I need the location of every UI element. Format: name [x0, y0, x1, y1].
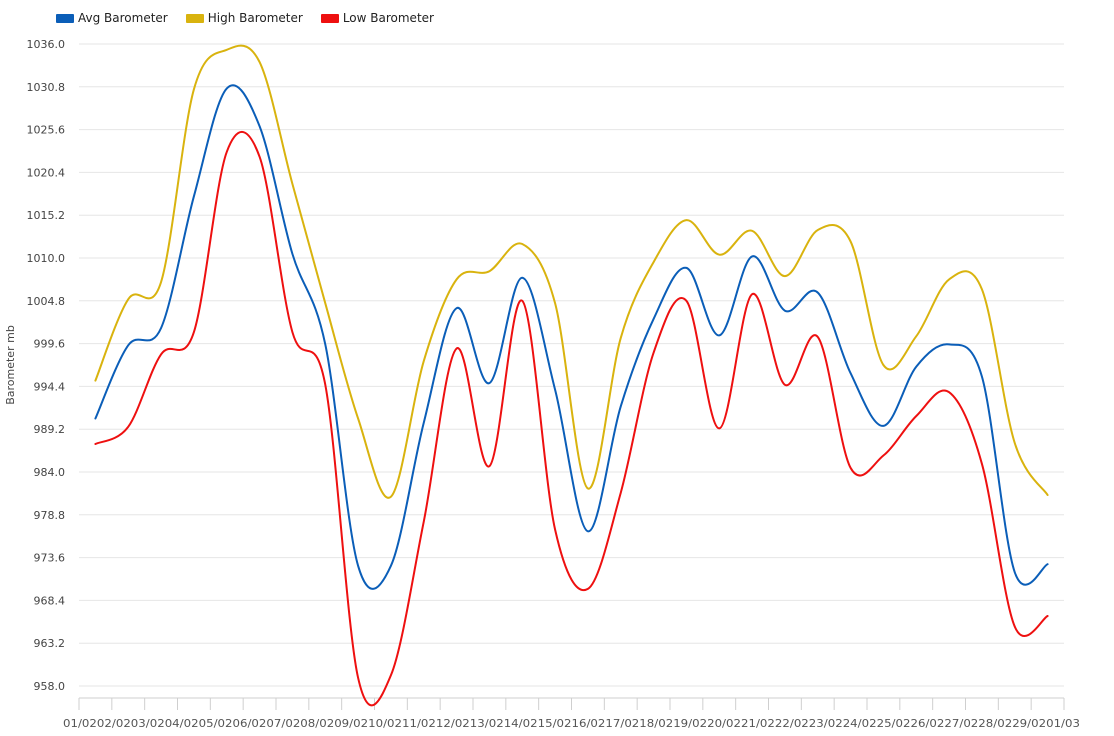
y-tick-label: 1025.6 [27, 124, 66, 137]
legend-item-high[interactable]: High Barometer [185, 11, 303, 25]
y-tick-label: 1030.8 [27, 81, 66, 94]
legend-label-low: Low Barometer [342, 11, 434, 25]
y-tick-label: 968.4 [34, 594, 66, 607]
gridlines [79, 43, 1064, 687]
legend-swatch-high [185, 13, 204, 23]
y-tick-label: 973.6 [34, 552, 66, 565]
y-tick-label: 963.2 [34, 637, 66, 650]
series-line-avg[interactable] [94, 84, 1049, 590]
y-tick-label: 989.2 [34, 423, 66, 436]
y-tick-label: 1015.2 [27, 209, 66, 222]
legend-swatch-avg [56, 13, 74, 23]
y-axis-ticks: 1036.0 1030.8 1025.6 1020.4 1015.2 1010.0 1004… [27, 38, 66, 693]
y-tick-label: 1020.4 [27, 166, 66, 179]
legend-item-low[interactable]: Low Barometer [320, 11, 434, 25]
y-axis-label: Barometer mb [4, 325, 17, 405]
y-tick-label: 1036.0 [27, 38, 66, 51]
legend-item-avg[interactable]: Avg Barometer [56, 11, 168, 25]
y-tick-label: 978.8 [34, 509, 66, 522]
y-tick-label: 1010.0 [27, 252, 66, 265]
y-tick-label: 1004.8 [27, 295, 66, 308]
legend-label-avg: Avg Barometer [78, 11, 168, 25]
y-tick-label: 994.4 [34, 380, 66, 393]
series-line-high[interactable] [94, 44, 1049, 499]
series-lines [94, 44, 1049, 707]
series-line-low[interactable] [94, 130, 1049, 707]
legend: Avg Barometer High Barometer Low Baromet… [56, 11, 434, 25]
y-tick-label: 984.0 [34, 466, 66, 479]
legend-label-high: High Barometer [207, 11, 303, 25]
legend-swatch-low [320, 13, 339, 23]
x-tick-labels: 01/0202/0203/0204/0205/0206/0207/0208/02… [63, 717, 1080, 730]
x-axis: 01/0202/0203/0204/0205/0206/0207/0208/02… [63, 697, 1080, 730]
y-tick-label: 958.0 [34, 680, 66, 693]
y-tick-label: 999.6 [34, 338, 66, 351]
